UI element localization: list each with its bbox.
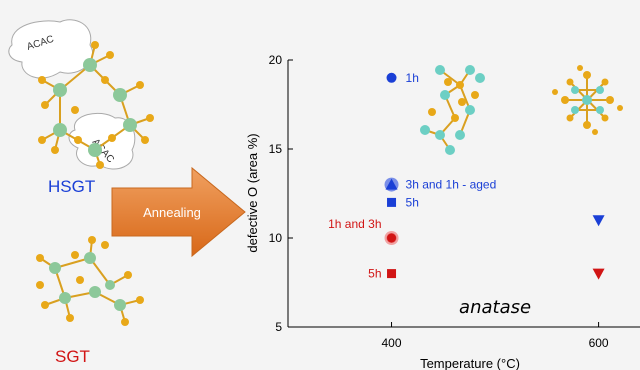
acac-cloud-bottom [68, 112, 136, 170]
annotation-label: 1h [406, 71, 419, 85]
y-axis-label: defective O (area %) [245, 133, 260, 252]
x-axis-label: Temperature (°C) [420, 356, 520, 370]
anatase-structure [420, 65, 485, 155]
y-tick-label: 15 [269, 142, 283, 156]
y-tick-label: 20 [269, 53, 283, 67]
x-tick-label: 400 [382, 336, 402, 350]
sgt-label: SGT [55, 347, 90, 366]
data-point-triangle-up [385, 178, 398, 190]
sgt-structure [36, 236, 144, 326]
phase-label: anatase [459, 297, 531, 318]
annealing-arrow: Annealing [111, 166, 246, 258]
y-tick-label: 5 [275, 320, 282, 334]
x-tick-label: 600 [589, 336, 609, 350]
data-point-circle [386, 72, 397, 83]
rutile-structure [552, 65, 623, 135]
annealing-label: Annealing [143, 205, 201, 220]
data-point-square [387, 197, 397, 207]
data-point-triangle-down [592, 215, 605, 227]
data-point-square [387, 269, 397, 279]
acac-cloud-top [8, 19, 94, 79]
y-tick-label: 10 [269, 231, 283, 245]
annotation-label: 3h and 1h - aged [406, 178, 497, 192]
data-point-circle [387, 233, 397, 243]
annotation-label: 5h [406, 195, 419, 209]
annotation-label: 1h and 3h [328, 217, 381, 231]
hsgt-label: HSGT [48, 177, 95, 196]
data-point-triangle-down [592, 268, 605, 280]
hsgt-structure: ACAC ACAC [8, 19, 154, 170]
annotation-label: 5h [368, 267, 381, 281]
